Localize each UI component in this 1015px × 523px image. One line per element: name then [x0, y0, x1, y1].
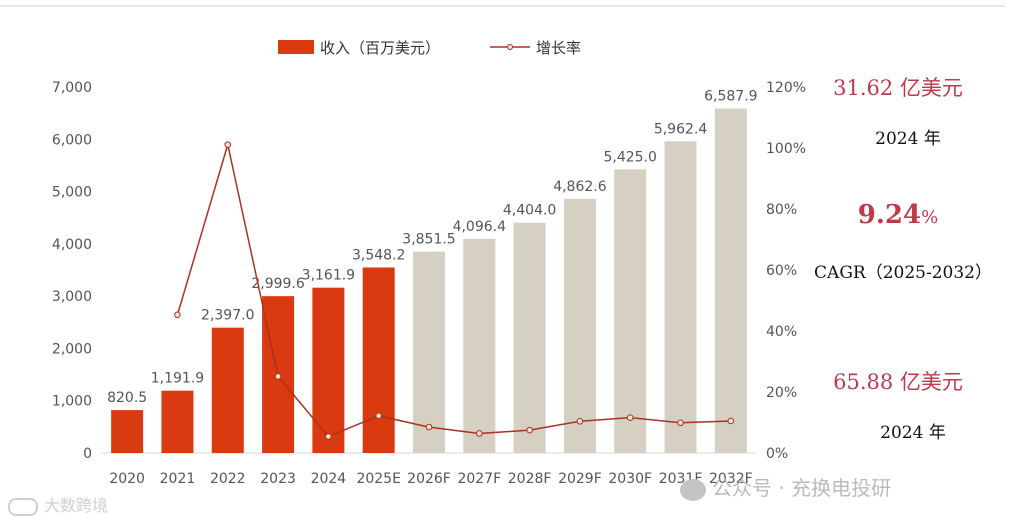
- category-label: 2027F: [457, 471, 501, 487]
- right-tick-label: 80%: [766, 202, 797, 218]
- cagr-value: 9.24%: [818, 200, 978, 230]
- legend: 收入（百万美元） 增长率: [278, 39, 581, 57]
- watermark-right-text: 公众号 · 充换电投研: [712, 476, 892, 500]
- cagr-percent-sign: %: [921, 207, 939, 228]
- growth-point: [375, 412, 382, 420]
- forecast-bar: [513, 222, 546, 453]
- cagr-label: CAGR（2025-2032）: [814, 263, 992, 283]
- right-tick-label: 0%: [766, 446, 788, 462]
- x-axis-labels: 2020 2021 2022 2023 2024 2025E 2026F 2027F 2028F…: [109, 471, 752, 487]
- watermark-wechat: 公众号 · 充换电投研: [680, 472, 891, 501]
- category-label: 2026F: [407, 471, 451, 487]
- right-tick-label: 100%: [766, 141, 806, 157]
- growth-point: [626, 414, 634, 421]
- bar-value-label: 6,587.9: [704, 89, 757, 105]
- bar-value-label: 2,999.6: [251, 276, 305, 292]
- growth-point: [576, 417, 584, 425]
- actual-bar: [211, 327, 244, 453]
- growth-point: [727, 417, 735, 425]
- bar-value-label: 2,397.0: [201, 308, 254, 324]
- left-tick-label: 4,000: [52, 237, 92, 253]
- category-label: 2022: [210, 471, 246, 487]
- growth-point: [476, 430, 483, 437]
- category-label: 2024: [311, 471, 347, 487]
- bar-value-label: 3,851.5: [402, 232, 455, 248]
- bars: [111, 108, 747, 454]
- category-label: 2028F: [508, 471, 552, 487]
- legend-revenue-label: 收入（百万美元）: [320, 39, 440, 57]
- category-label: 2032F: [709, 471, 753, 487]
- left-axis: 0 1,000 2,000 3,000 4,000 5,000 6,000 7,000: [52, 80, 92, 462]
- watermark-left-text: 大数跨境: [44, 496, 109, 515]
- left-tick-label: 6,000: [52, 132, 92, 148]
- forecast-bar: [664, 141, 697, 454]
- year-2024-label: 2024 年: [875, 129, 941, 149]
- growth-line: [176, 144, 731, 438]
- actual-bar: [111, 410, 144, 453]
- value-2032: 65.88 亿美元: [833, 370, 963, 394]
- left-tick-label: 1,000: [52, 394, 92, 410]
- category-label: 2021: [160, 471, 196, 487]
- actual-bar: [362, 267, 395, 453]
- category-label: 2029F: [558, 471, 602, 487]
- growth-line-series: [174, 141, 735, 440]
- category-label: 2020: [109, 471, 145, 487]
- left-tick-label: 3,000: [52, 289, 92, 305]
- forecast-bar: [463, 238, 496, 453]
- legend-growth-label: 增长率: [536, 39, 581, 57]
- forecast-bar: [614, 169, 647, 453]
- growth-point: [274, 373, 282, 380]
- right-tick-label: 20%: [766, 385, 797, 401]
- legend-growth-marker: [507, 44, 513, 50]
- wechat-icon: [680, 478, 706, 501]
- forecast-bar: [714, 108, 747, 454]
- legend-revenue-swatch: [278, 40, 314, 54]
- forecast-bar: [413, 251, 445, 453]
- year-2032-label: 2024 年: [880, 423, 946, 443]
- right-tick-label: 60%: [766, 263, 797, 279]
- cagr-number: 9.24: [857, 200, 922, 230]
- bar-value-label: 4,096.4: [453, 219, 507, 235]
- growth-point: [325, 433, 332, 440]
- bar-value-label: 5,962.4: [654, 121, 708, 137]
- bar-value-label: 4,862.6: [553, 179, 607, 195]
- left-tick-label: 2,000: [52, 341, 92, 357]
- actual-bar: [161, 390, 194, 453]
- watermark-source: 大数跨境: [8, 492, 108, 516]
- bar-value-label: 1,191.9: [151, 371, 204, 387]
- category-label: 2025E: [356, 471, 400, 487]
- left-tick-label: 7,000: [52, 80, 92, 96]
- right-tick-label: 120%: [766, 80, 806, 96]
- forecast-bar: [563, 198, 596, 453]
- logo-icon: [8, 497, 38, 516]
- left-tick-label: 0: [83, 446, 92, 462]
- bar-value-label: 5,425.0: [604, 149, 657, 165]
- bar-value-label: 3,548.2: [352, 247, 405, 263]
- growth-point: [526, 426, 533, 434]
- value-2024: 31.62 亿美元: [833, 76, 963, 100]
- bar-value-labels: 820.51,191.9 2,397.0 2,999.63,161.9 3,548.2…: [107, 89, 757, 407]
- bar-value-label: 4,404.0: [503, 203, 556, 219]
- left-tick-label: 5,000: [52, 185, 92, 201]
- growth-point: [677, 419, 684, 427]
- category-label: 2030F: [608, 471, 652, 487]
- bar-value-label: 820.5: [107, 390, 147, 406]
- growth-point: [425, 423, 433, 431]
- category-label: 2023: [260, 471, 296, 487]
- actual-bar: [312, 287, 345, 453]
- bar-value-label: 3,161.9: [302, 268, 355, 284]
- right-tick-label: 40%: [766, 324, 797, 340]
- growth-point: [174, 311, 181, 319]
- growth-point: [224, 141, 232, 148]
- right-axis: 0% 20% 40% 60% 80% 100% 120%: [766, 80, 806, 462]
